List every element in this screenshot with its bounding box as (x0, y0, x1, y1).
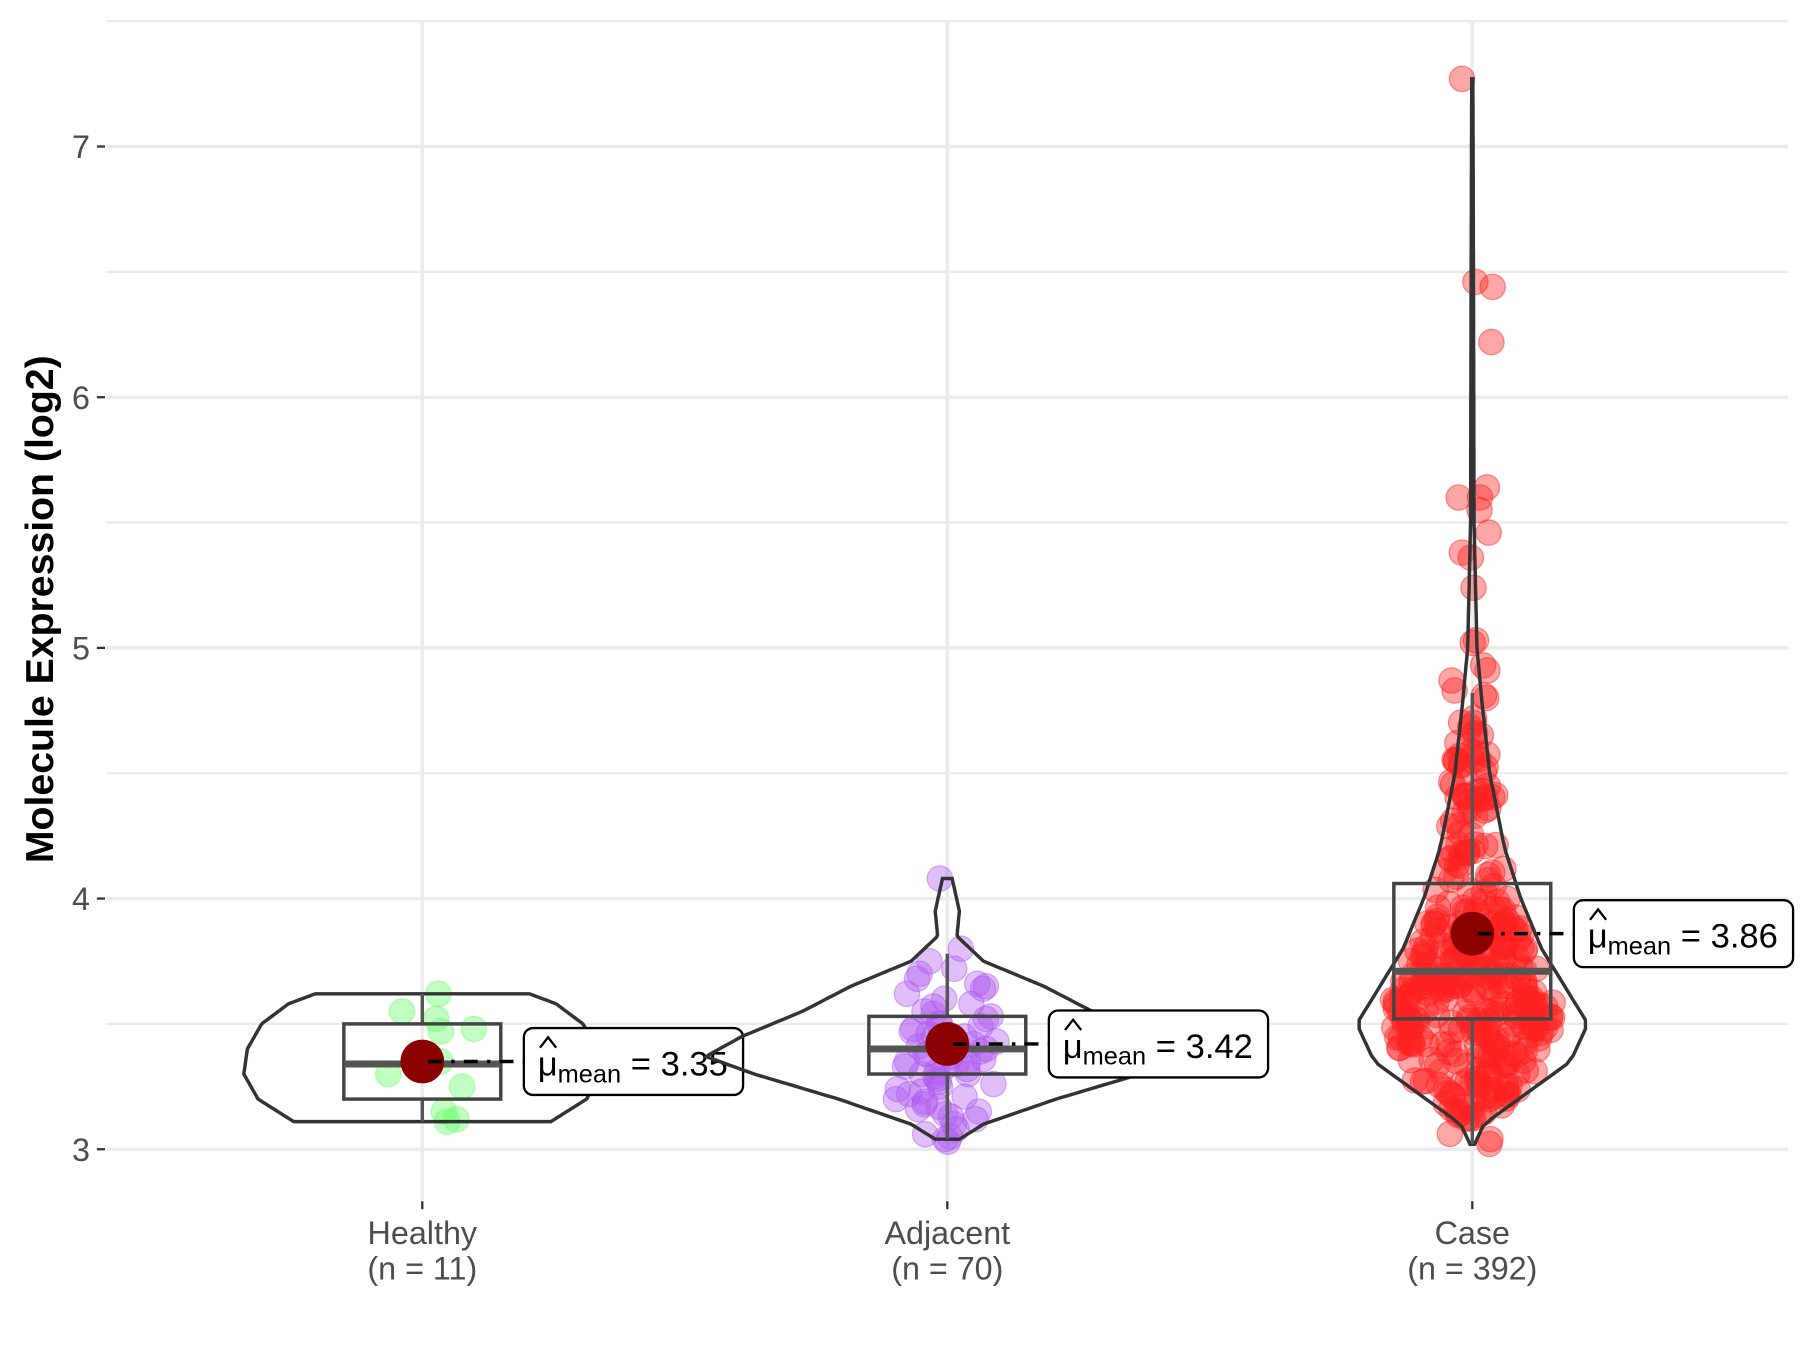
data-point (980, 1070, 1007, 1098)
group-healthy: μmean = 3.35 (242, 980, 745, 1135)
data-point (1503, 944, 1531, 972)
data-point (1409, 928, 1436, 956)
mean-label-box (1572, 899, 1795, 969)
data-point (1474, 1059, 1502, 1087)
data-point (1474, 1008, 1502, 1035)
x-tick-label: Adjacent (884, 1215, 1010, 1251)
data-point (882, 1085, 910, 1113)
mean-label: μmean = 3.35 (538, 1045, 728, 1088)
data-point (969, 975, 997, 1003)
data-point (1476, 1130, 1503, 1158)
mean-label: μmean = 3.42 (1063, 1028, 1253, 1071)
grid (106, 20, 1789, 1200)
hat-icon (539, 1035, 558, 1049)
mean-point (925, 1022, 970, 1066)
axes: 3 4 5 6 7 Healthy(n = 11) Adjacent(n = 70) Case… (72, 129, 1537, 1287)
data-point (1475, 519, 1502, 546)
data-point (1446, 819, 1474, 847)
data-point (1460, 979, 1488, 1007)
y-tick-label: 6 (72, 380, 90, 416)
y-tick-label: 3 (72, 1132, 90, 1168)
data-point (947, 935, 975, 962)
hat-icon (1589, 907, 1608, 921)
mean-label-box (522, 1026, 745, 1097)
data-point (448, 1073, 476, 1100)
data-point (1475, 1057, 1503, 1084)
data-point (460, 1015, 488, 1043)
y-tick-label: 5 (72, 630, 90, 666)
plot-area: μmean = 3.35 μmean = 3.42 μmean = 3.86 (242, 65, 1795, 1158)
data-point (972, 1005, 1000, 1033)
group-adjacent: μmean = 3.42 (702, 865, 1270, 1155)
data-point (1385, 1034, 1413, 1062)
data-point (1433, 976, 1460, 1003)
data-point (1399, 977, 1427, 1005)
data-point (1459, 629, 1486, 657)
data-point (906, 960, 933, 988)
data-point (1510, 1047, 1537, 1075)
x-tick-count: (n = 11) (367, 1251, 477, 1287)
data-point (1427, 1058, 1454, 1086)
violin-outline (1357, 77, 1588, 1146)
data-point (1387, 999, 1414, 1026)
data-point (903, 965, 931, 993)
data-point (1462, 268, 1489, 296)
y-axis-label: Molecule Expression (log2) (18, 355, 62, 863)
x-tick-label: Healthy (368, 1215, 478, 1251)
group-case: μmean = 3.86 (1357, 65, 1795, 1158)
data-point (388, 998, 416, 1025)
box (1392, 881, 1553, 1021)
data-point (1413, 1030, 1440, 1058)
data-point (1495, 1081, 1522, 1109)
data-point (1525, 1025, 1553, 1052)
y-tick-label: 7 (72, 129, 90, 165)
data-point (1441, 677, 1468, 704)
mean-point (400, 1039, 445, 1084)
hat-icon (1064, 1017, 1083, 1031)
data-point (1420, 911, 1447, 938)
data-point (1448, 65, 1476, 93)
data-point (965, 1098, 993, 1125)
data-point (1438, 1081, 1465, 1109)
data-point (895, 1080, 923, 1108)
data-point (1460, 574, 1487, 601)
data-point (1521, 1014, 1549, 1042)
data-point (1479, 273, 1506, 301)
mean-point (1450, 911, 1495, 956)
data-point (1409, 1068, 1437, 1095)
data-point (1478, 328, 1505, 356)
data-point (898, 1018, 926, 1045)
x-tick-label: Case (1435, 1215, 1510, 1251)
mean-label-box (1047, 1009, 1270, 1079)
data-point (1470, 888, 1497, 916)
data-point (893, 980, 921, 1008)
x-tick-count: (n = 392) (1407, 1251, 1537, 1287)
y-tick-label: 4 (72, 881, 90, 917)
data-point (1435, 890, 1462, 917)
x-tick-count: (n = 70) (891, 1251, 1003, 1287)
data-point (951, 1083, 978, 1110)
data-point (1437, 844, 1464, 872)
data-point (904, 1095, 932, 1123)
data-point (1500, 996, 1528, 1023)
data-point (1475, 1086, 1503, 1113)
data-point (1435, 1038, 1463, 1066)
data-point (443, 1105, 470, 1133)
mean-label: μmean = 3.86 (1588, 917, 1778, 960)
data-point (940, 955, 968, 983)
